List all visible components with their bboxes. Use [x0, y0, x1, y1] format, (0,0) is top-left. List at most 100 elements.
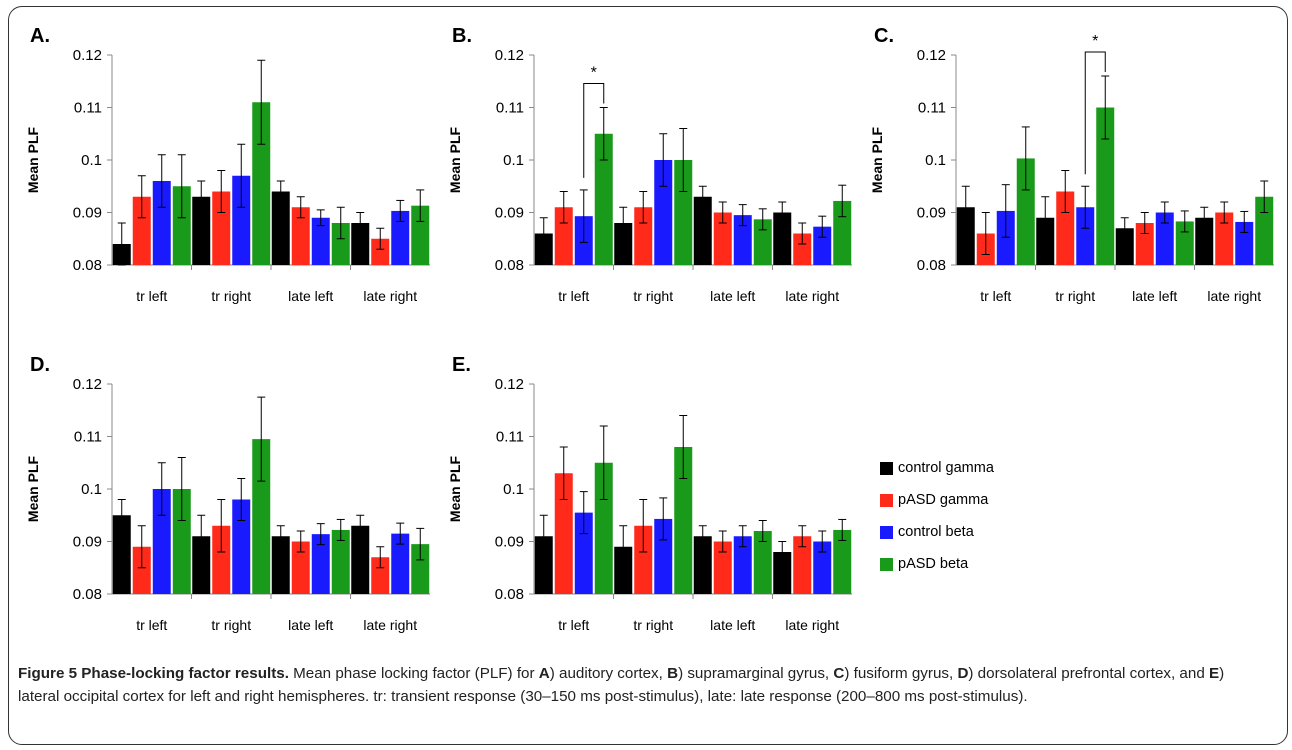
- x-tick-label: late right: [785, 288, 839, 304]
- bar: [172, 489, 191, 594]
- x-tick-label: tr right: [211, 288, 251, 304]
- bar: [594, 133, 613, 265]
- y-tick-label: 0.09: [73, 205, 102, 222]
- legend-label: pASD beta: [898, 556, 969, 572]
- y-tick-label: 0.08: [495, 586, 524, 603]
- y-tick-label: 0.11: [496, 429, 524, 446]
- legend-label: control gamma: [898, 460, 994, 476]
- figure-caption: Figure 5 Phase-locking factor results. M…: [18, 662, 1268, 708]
- significance-bracket: [1084, 51, 1106, 175]
- bar: [654, 160, 673, 265]
- bar: [753, 531, 772, 594]
- legend-swatch: [880, 557, 893, 571]
- bar: [271, 536, 290, 594]
- x-tick-label: late left: [288, 288, 333, 304]
- bar: [793, 536, 812, 594]
- bar: [793, 233, 812, 265]
- bar: [252, 439, 271, 594]
- legend-item: control beta: [880, 516, 1030, 548]
- bar: [574, 512, 593, 594]
- panel-label: E.: [452, 354, 471, 376]
- legend: control gamma pASD gamma control beta pA…: [880, 452, 1030, 580]
- bar: [733, 536, 752, 594]
- caption-text: ) dorsolateral prefrontal cortex, and: [968, 665, 1209, 682]
- y-tick-label: 0.12: [73, 47, 102, 64]
- y-axis-label: Mean PLF: [25, 455, 41, 522]
- panel-label: A.: [30, 25, 50, 47]
- y-tick-label: 0.08: [495, 257, 524, 274]
- y-tick-label: 0.09: [495, 205, 524, 222]
- bar: [212, 525, 231, 594]
- caption-text: ) lateral occipital cortex for left and …: [18, 665, 1225, 705]
- x-tick-label: late left: [288, 617, 333, 633]
- y-tick-label: 0.12: [495, 47, 524, 64]
- bar: [1235, 221, 1254, 265]
- bar: [1036, 217, 1055, 265]
- x-tick-label: tr left: [558, 288, 589, 304]
- bar: [411, 544, 430, 594]
- panel-label: D.: [30, 354, 50, 376]
- caption-text: ) fusiform gyrus,: [844, 665, 958, 682]
- y-tick-label: 0.08: [73, 257, 102, 274]
- bar: [291, 207, 310, 265]
- significance-marker: *: [591, 65, 597, 82]
- bar: [713, 541, 732, 594]
- bar: [956, 207, 975, 265]
- y-tick-label: 0.1: [81, 152, 102, 169]
- bar: [152, 181, 171, 265]
- bar: [311, 217, 330, 265]
- bar: [773, 552, 792, 594]
- bar: [634, 525, 653, 594]
- y-tick-label: 0.1: [81, 481, 102, 498]
- caption-ref: C: [833, 665, 845, 682]
- bar: [996, 210, 1015, 265]
- bar: [311, 534, 330, 594]
- y-tick-label: 0.11: [918, 100, 946, 117]
- legend-swatch: [880, 493, 893, 507]
- y-axis-label: Mean PLF: [25, 126, 41, 193]
- y-tick-label: 0.1: [503, 152, 524, 169]
- caption-text: ) supramarginal gyrus,: [678, 665, 834, 682]
- legend-item: control gamma: [880, 452, 1030, 484]
- y-tick-label: 0.08: [73, 586, 102, 603]
- bar: [152, 489, 171, 594]
- bar: [813, 226, 832, 265]
- y-tick-label: 0.12: [495, 376, 524, 393]
- y-tick-label: 0.11: [74, 429, 102, 446]
- bar: [291, 541, 310, 594]
- bar: [813, 541, 832, 594]
- bar: [1135, 223, 1154, 265]
- bar: [674, 447, 693, 594]
- bar: [351, 223, 370, 265]
- y-axis-label: Mean PLF: [447, 455, 463, 522]
- bar: [192, 536, 211, 594]
- bar: [1096, 107, 1115, 265]
- legend-item: pASD gamma: [880, 484, 1030, 516]
- bar: [192, 196, 211, 265]
- bar: [331, 223, 350, 265]
- bar: [693, 196, 712, 265]
- bar: [132, 196, 151, 265]
- bar: [554, 207, 573, 265]
- x-tick-label: late right: [1207, 288, 1261, 304]
- x-tick-label: tr right: [211, 617, 251, 633]
- bar: [753, 219, 772, 265]
- y-tick-label: 0.12: [917, 47, 946, 64]
- x-tick-label: tr right: [1055, 288, 1095, 304]
- bar: [411, 205, 430, 265]
- significance-bracket: [583, 83, 605, 178]
- x-tick-label: tr left: [558, 617, 589, 633]
- caption-ref: A: [538, 665, 550, 682]
- x-tick-label: late right: [363, 288, 417, 304]
- bar: [252, 102, 271, 265]
- caption-ref: B: [667, 665, 679, 682]
- bar: [271, 191, 290, 265]
- bar: [132, 546, 151, 594]
- x-tick-label: late left: [1132, 288, 1177, 304]
- y-tick-label: 0.09: [73, 534, 102, 551]
- caption-ref: D: [957, 665, 969, 682]
- caption-text: Mean phase locking factor (PLF) for: [288, 665, 539, 682]
- bar: [351, 525, 370, 594]
- x-tick-label: late right: [785, 617, 839, 633]
- bar: [391, 533, 410, 594]
